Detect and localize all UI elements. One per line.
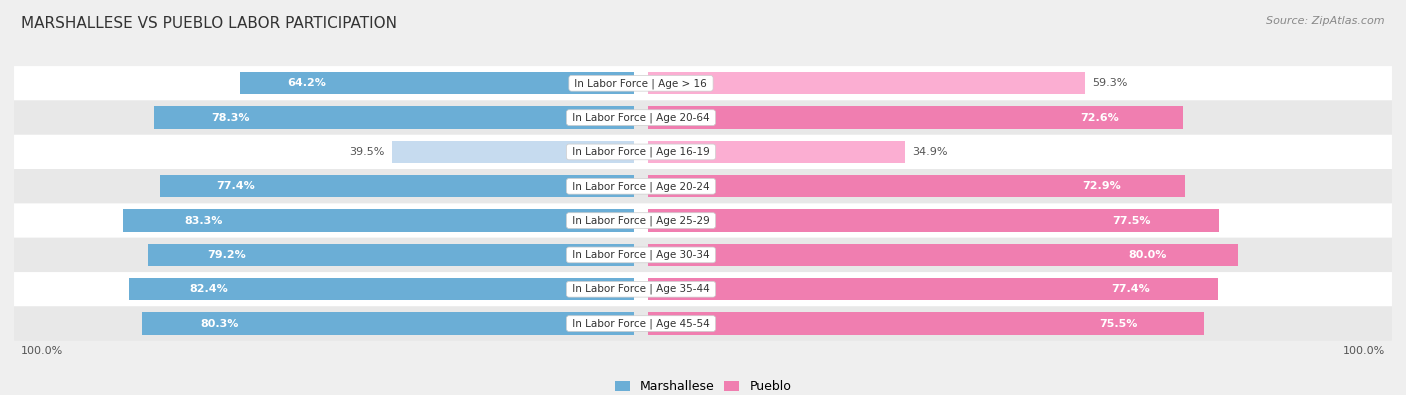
Bar [240,72,634,94]
FancyBboxPatch shape [14,135,1392,169]
Text: In Labor Force | Age 20-64: In Labor Force | Age 20-64 [569,112,713,123]
Text: 39.5%: 39.5% [350,147,385,157]
Text: Source: ZipAtlas.com: Source: ZipAtlas.com [1267,16,1385,26]
Text: In Labor Force | Age 45-54: In Labor Force | Age 45-54 [569,318,713,329]
Bar [142,312,634,335]
Bar [124,209,634,232]
Text: In Labor Force | Age 25-29: In Labor Force | Age 25-29 [569,215,713,226]
FancyBboxPatch shape [14,238,1392,272]
Text: 78.3%: 78.3% [212,113,250,122]
FancyBboxPatch shape [14,272,1392,307]
Bar [648,175,1185,198]
Bar [648,72,1085,94]
Text: 72.9%: 72.9% [1083,181,1121,191]
Bar [648,312,1205,335]
FancyBboxPatch shape [14,100,1392,135]
Text: In Labor Force | Age 20-24: In Labor Force | Age 20-24 [569,181,713,192]
Text: In Labor Force | Age 30-34: In Labor Force | Age 30-34 [569,250,713,260]
FancyBboxPatch shape [14,169,1392,203]
Text: 77.4%: 77.4% [217,181,256,191]
Text: 100.0%: 100.0% [21,346,63,356]
Text: In Labor Force | Age 35-44: In Labor Force | Age 35-44 [569,284,713,295]
Text: 82.4%: 82.4% [190,284,228,294]
Text: In Labor Force | Age 16-19: In Labor Force | Age 16-19 [569,147,713,157]
Text: 100.0%: 100.0% [1343,346,1385,356]
Bar [648,106,1182,129]
Text: 64.2%: 64.2% [288,78,326,88]
Text: 83.3%: 83.3% [184,216,224,226]
Bar [155,106,634,129]
Legend: Marshallese, Pueblo: Marshallese, Pueblo [614,380,792,393]
Text: 80.0%: 80.0% [1129,250,1167,260]
FancyBboxPatch shape [14,203,1392,238]
FancyBboxPatch shape [14,66,1392,100]
Bar [129,278,634,301]
Text: 80.3%: 80.3% [201,319,239,329]
Text: 77.5%: 77.5% [1112,216,1150,226]
Text: 75.5%: 75.5% [1099,319,1137,329]
Bar [648,209,1219,232]
Bar [149,244,634,266]
FancyBboxPatch shape [14,307,1392,341]
Bar [648,141,905,163]
Text: MARSHALLESE VS PUEBLO LABOR PARTICIPATION: MARSHALLESE VS PUEBLO LABOR PARTICIPATIO… [21,16,396,31]
Bar [648,278,1219,301]
Text: 79.2%: 79.2% [207,250,246,260]
Bar [392,141,634,163]
Text: 34.9%: 34.9% [912,147,948,157]
Text: 77.4%: 77.4% [1111,284,1150,294]
Bar [159,175,634,198]
Text: In Labor Force | Age > 16: In Labor Force | Age > 16 [571,78,710,88]
Text: 72.6%: 72.6% [1080,113,1119,122]
Text: 59.3%: 59.3% [1092,78,1128,88]
Bar [648,244,1237,266]
